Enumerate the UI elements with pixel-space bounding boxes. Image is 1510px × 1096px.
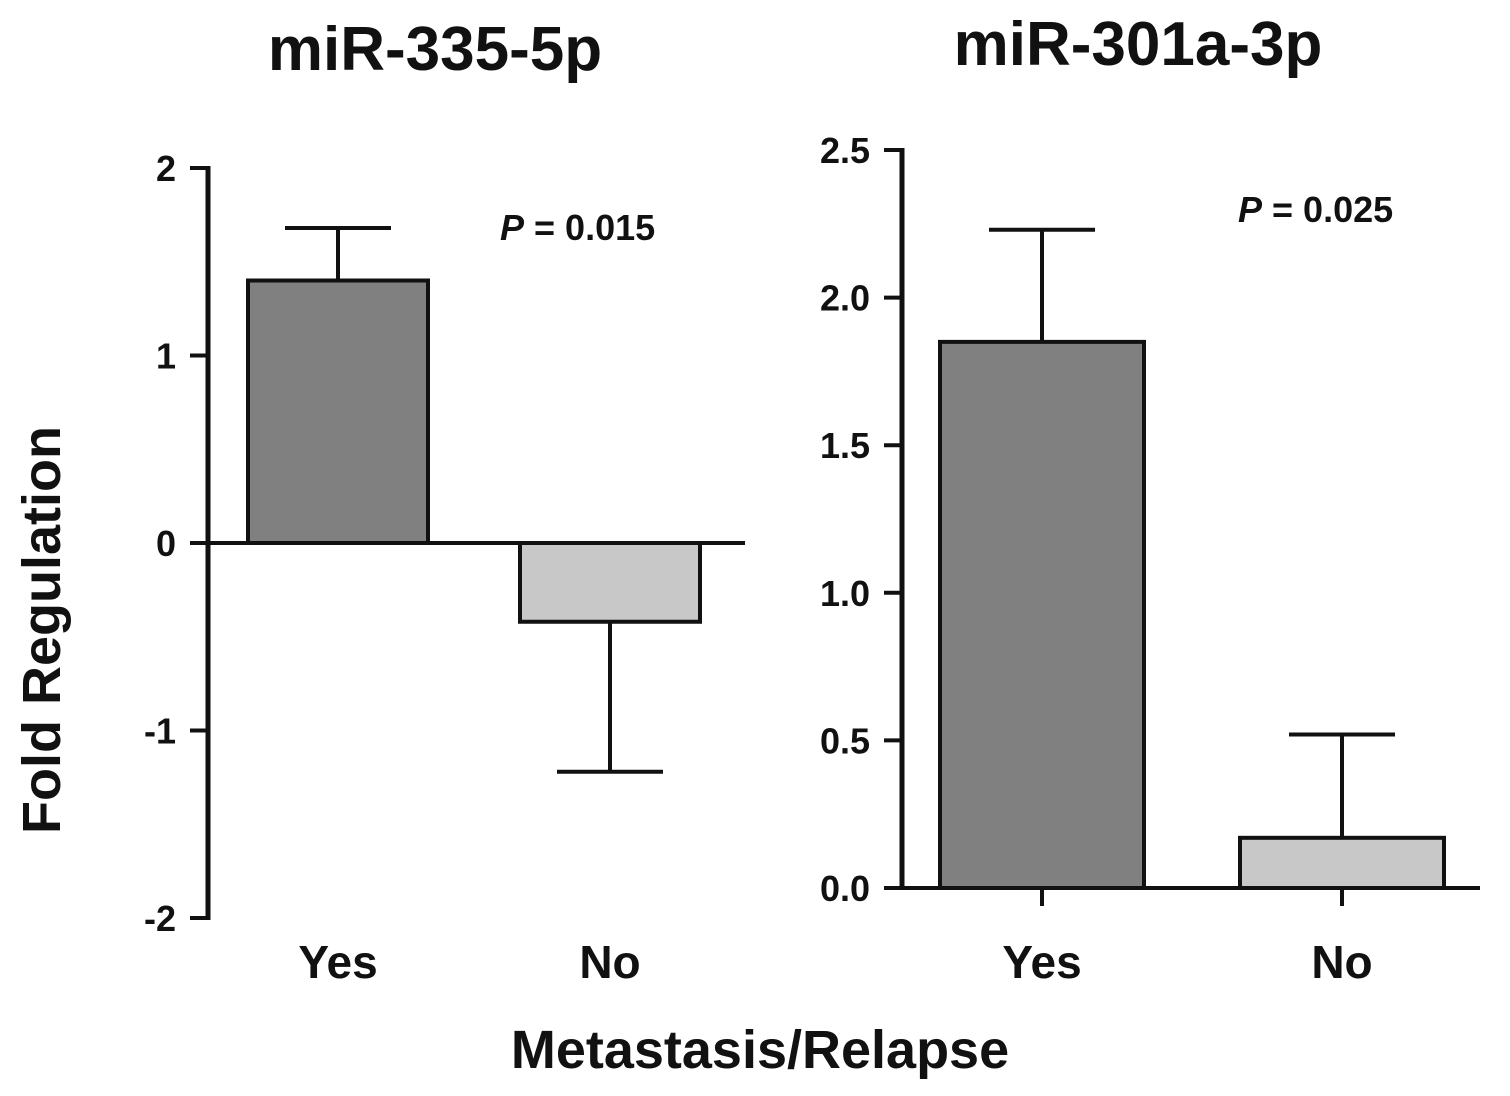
y-tick-label: -2	[144, 898, 176, 939]
category-label-yes: Yes	[1002, 936, 1081, 988]
chart-panel-mir-301a-3p: miR-301a-3p P = 0.025 0.0 0.5 1.0 1.5 2.0 2.5…	[820, 10, 1480, 988]
p-value-text: = 0.025	[1262, 189, 1393, 230]
bar-no	[518, 541, 702, 624]
x-axis-title: Metastasis/Relapse	[511, 1020, 1009, 1080]
y-axis-title: Fold Regulation	[12, 426, 72, 834]
y-tick-label: 2.0	[820, 278, 870, 319]
category-label-yes: Yes	[298, 936, 377, 988]
chart-title: miR-335-5p	[268, 15, 602, 84]
y-tick-label: 2	[156, 148, 176, 189]
category-label-no: No	[579, 936, 640, 988]
y-tick-label: 1.5	[820, 425, 870, 466]
chart-panel-mir-335-5p: miR-335-5p P = 0.015 -2 -1 0 1 2 Yes No	[144, 15, 745, 988]
bar-yes	[938, 339, 1146, 890]
y-tick-label: 1.0	[820, 573, 870, 614]
p-value-annotation: P = 0.015	[500, 207, 655, 248]
chart-title: miR-301a-3p	[954, 10, 1323, 79]
y-tick-label: 1	[156, 336, 176, 377]
y-tick-label: 0	[156, 523, 176, 564]
y-tick-label: 0.5	[820, 720, 870, 761]
p-value-annotation: P = 0.025	[1238, 189, 1393, 230]
y-tick-label: 0.0	[820, 868, 870, 909]
bar-yes	[246, 278, 430, 545]
y-tick-label: -1	[144, 711, 176, 752]
p-value-text: = 0.015	[524, 207, 655, 248]
bar-no	[1238, 835, 1446, 890]
p-symbol: P	[1238, 189, 1263, 230]
p-symbol: P	[500, 207, 525, 248]
y-tick-label: 2.5	[820, 130, 870, 171]
category-label-no: No	[1311, 936, 1372, 988]
